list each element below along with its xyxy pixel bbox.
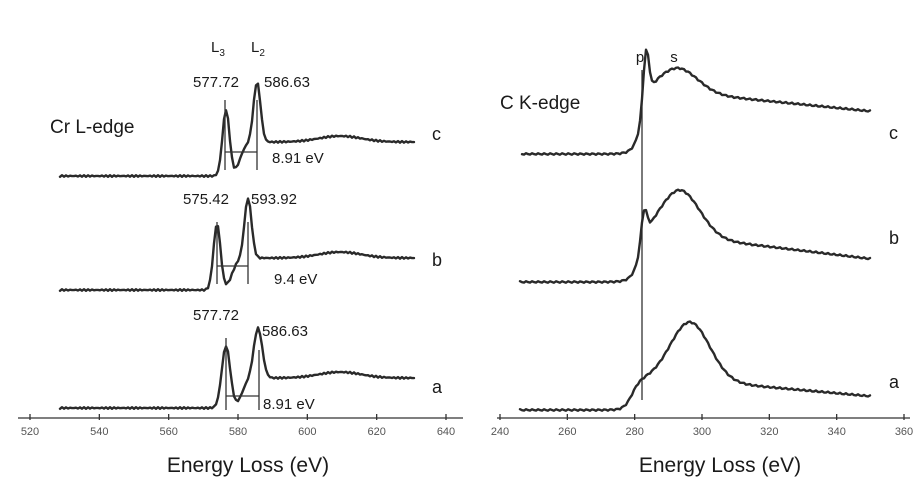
c-k-edge-panel: 240 260 280 300 320 340 360 Energy Loss (eV) C… <box>491 48 913 477</box>
c-x-tick-label: 360 <box>895 426 913 438</box>
cr-x-tick-label: 540 <box>90 426 108 438</box>
cr-series-c-label: c <box>432 124 441 144</box>
cr-b-splitting: 9.4 eV <box>274 271 317 288</box>
c-series-b-line <box>518 188 872 284</box>
c-x-tick-label: 280 <box>625 426 643 438</box>
cr-x-tick-label: 640 <box>437 426 455 438</box>
c-x-axis-title: Energy Loss (eV) <box>639 454 801 477</box>
cr-panel-title: Cr L-edge <box>50 117 135 138</box>
cr-x-tick-label: 560 <box>159 426 177 438</box>
c-panel-title: C K-edge <box>500 93 580 114</box>
c-x-ticks: 240 260 280 300 320 340 360 <box>491 414 913 438</box>
cr-x-axis-title: Energy Loss (eV) <box>167 454 329 477</box>
cr-c-splitting: 8.91 eV <box>272 150 324 167</box>
cr-c-peak-l2: 586.63 <box>264 74 310 91</box>
cr-series-a-label: a <box>432 377 443 397</box>
c-x-tick-label: 260 <box>558 426 576 438</box>
cr-a-splitting: 8.91 eV <box>263 396 315 413</box>
cr-c-peak-l3: 577.72 <box>193 74 239 91</box>
c-series-a-line <box>518 320 872 412</box>
cr-x-tick-label: 600 <box>298 426 316 438</box>
c-x-tick-label: 300 <box>693 426 711 438</box>
cr-x-tick-label: 520 <box>21 426 39 438</box>
c-x-tick-label: 340 <box>827 426 845 438</box>
cr-series-c-line <box>58 82 416 178</box>
cr-series-a-line <box>58 326 416 410</box>
c-series-c-line <box>520 48 872 156</box>
s-feature-label: s <box>670 49 678 66</box>
c-x-tick-label: 320 <box>760 426 778 438</box>
cr-x-ticks: 520 540 560 580 600 620 640 <box>21 414 455 438</box>
c-series-c-label: c <box>889 123 898 143</box>
cr-a-peak-l2: 586.63 <box>262 323 308 340</box>
cr-series-b-line <box>58 197 416 292</box>
p-feature-label: p <box>636 49 644 66</box>
cr-x-tick-label: 580 <box>229 426 247 438</box>
c-series-a-label: a <box>889 372 900 392</box>
c-x-tick-label: 240 <box>491 426 509 438</box>
c-series-b-label: b <box>889 228 899 248</box>
cr-a-peak-l3: 577.72 <box>193 307 239 324</box>
cr-b-peak-l2: 593.92 <box>251 191 297 208</box>
cr-l-edge-panel: 520 540 560 580 600 620 640 Energy Loss (eV) C… <box>18 39 463 477</box>
l2-edge-label: L2 <box>251 39 265 59</box>
cr-b-peak-l3: 575.42 <box>183 191 229 208</box>
l3-edge-label: L3 <box>211 39 225 59</box>
cr-x-tick-label: 620 <box>367 426 385 438</box>
cr-series-b-label: b <box>432 250 442 270</box>
